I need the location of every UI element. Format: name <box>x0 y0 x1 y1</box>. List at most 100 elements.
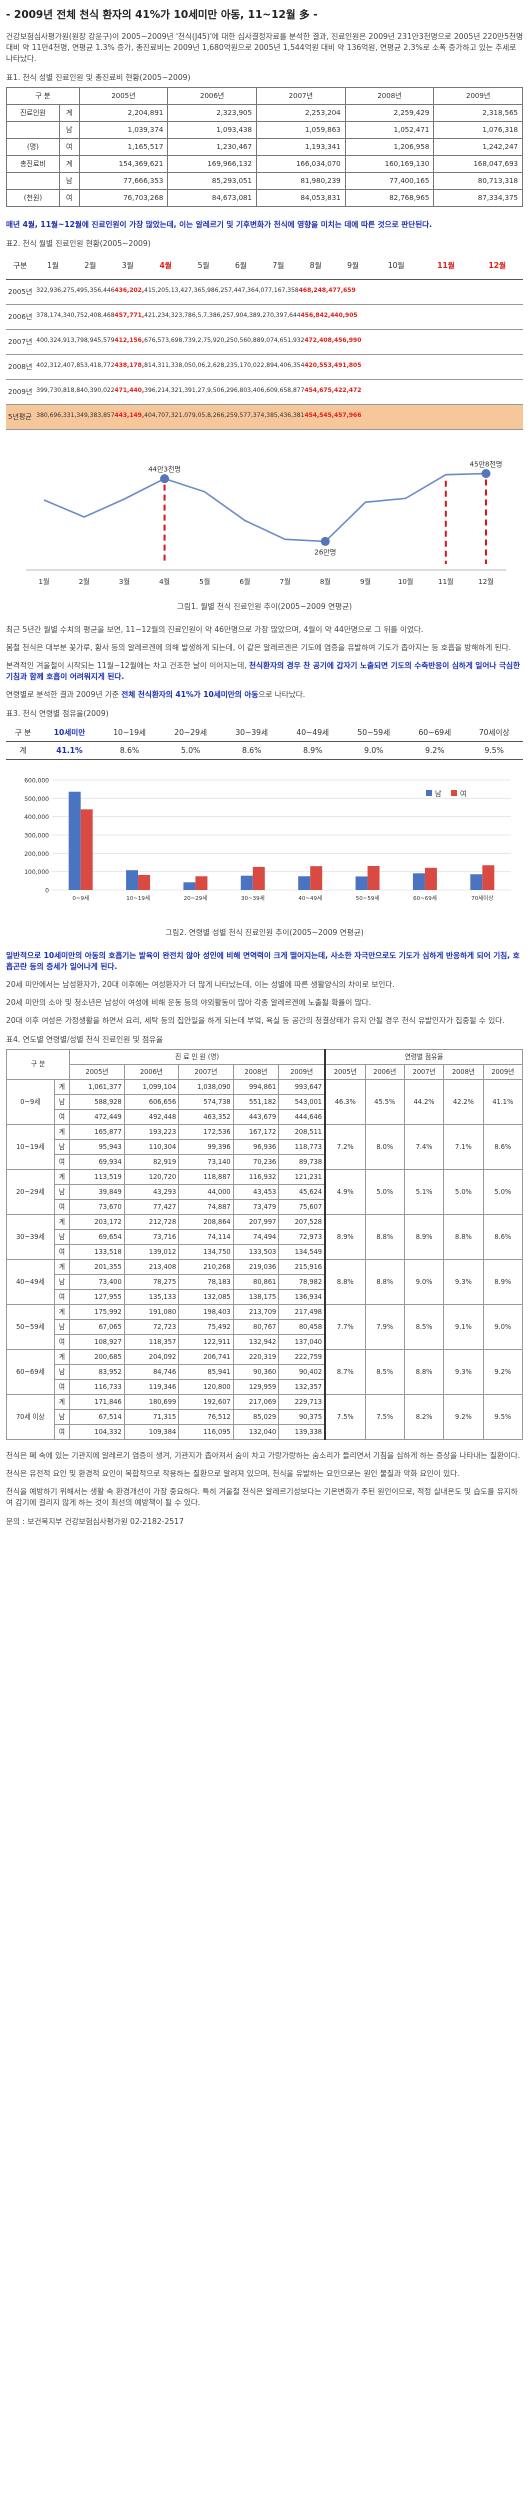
table2-year-cell: 2009년 <box>6 379 35 405</box>
fig1-tick-label: 12월 <box>478 577 493 586</box>
table4-year-cell: 2005년 <box>69 1064 125 1081</box>
table2-header-cell: 7월 <box>259 253 297 280</box>
table4-cell: 133,503 <box>232 1244 280 1261</box>
table4-cell: 85,029 <box>232 1409 280 1426</box>
table4-cell: 여 <box>53 1199 71 1216</box>
table4-cell: 계 <box>53 1214 71 1231</box>
table4-cell: 213,709 <box>232 1304 280 1321</box>
table4-row: 70세 이상 계 171,846 180,699 192,607 217,069 229,7… <box>6 1394 524 1441</box>
table4-share-cell: 7.2% <box>324 1124 366 1171</box>
table4-cell: 574,738 <box>178 1094 234 1111</box>
table4-cell: 108,927 <box>69 1334 125 1351</box>
table2-values-cell: 400,324,913,798,945,579412,156,676,573,6… <box>34 329 523 355</box>
fig2-bar-male <box>470 874 483 890</box>
table4-year-cell: 2007년 <box>403 1064 445 1081</box>
table1-cell: 1,093,438 <box>167 121 257 140</box>
table4-share-cell: 8.9% <box>482 1259 524 1306</box>
table4-cell: 172,536 <box>178 1124 234 1141</box>
table2-value-april: 438,178, <box>114 362 145 370</box>
table4-share-cell: 9.1% <box>443 1304 484 1351</box>
table1-row: 총진료비 계 154,369,621 169,966,132 166,034,070 16… <box>6 155 523 174</box>
table4-cell: 165,877 <box>69 1124 125 1141</box>
table4-cell: 463,352 <box>178 1109 234 1126</box>
fig1-tick-label: 10월 <box>398 577 413 586</box>
table1-cell: 168,047,693 <box>433 155 523 174</box>
table4-cell: 606,656 <box>123 1094 180 1111</box>
table1-cell: 총진료비 <box>6 155 60 174</box>
table3-header-cell: 구 분 <box>6 723 40 742</box>
fig2-bar-male <box>183 882 196 890</box>
table1-cell: 1,206,958 <box>344 138 435 157</box>
table2-value: 399,730,818,840,390,022 <box>36 387 115 395</box>
table4-cell: 215,916 <box>278 1259 326 1276</box>
fig2-y-tick: 500,000 <box>24 796 49 803</box>
table4-cell: 167,172 <box>232 1124 280 1141</box>
table4-share-cell: 8.8% <box>324 1259 366 1306</box>
table4-cell: 120,720 <box>123 1169 180 1186</box>
table3-header-cell: 10세미만 <box>39 723 100 742</box>
table4-row: 10~19세 계 165,877 193,223 172,536 167,172 208,5… <box>6 1124 524 1171</box>
table4-cell: 208,511 <box>278 1124 326 1141</box>
table1-cell: 남 <box>58 172 80 191</box>
table2-value: 380,696,331,349,383,857 <box>36 412 115 420</box>
fig2-bar-female <box>367 865 380 890</box>
fig1-tick-label: 8월 <box>320 577 331 586</box>
table1-cell: 169,966,132 <box>167 155 257 174</box>
fig2-x-tick: 30~39세 <box>241 894 265 902</box>
table4-row: 여 73,670 77,427 74,887 73,479 75,607 <box>7 1199 523 1216</box>
table4-cell: 75,492 <box>178 1319 234 1336</box>
table4-cell: 80,767 <box>232 1319 280 1336</box>
table4-cell: 여 <box>53 1244 71 1261</box>
table4-cell: 계 <box>53 1349 71 1366</box>
table2-value-april: 471,440, <box>114 387 145 395</box>
table4-cell: 90,402 <box>278 1364 326 1381</box>
table3-header-cell: 40~49세 <box>282 723 344 742</box>
table4-cell: 180,699 <box>123 1394 180 1411</box>
table2-row: 2008년 402,312,407,853,418,772438,178,814,… <box>6 354 523 380</box>
table1-cell: 여 <box>58 189 80 208</box>
table4-year-cell: 2007년 <box>178 1064 234 1081</box>
table2-monthly-patients: 구분 1월 2월 3월 4월 5월 6월 7월 8월 9월 10월 11월 12월 2005년 322,9… <box>6 253 523 430</box>
table4-cell: 132,357 <box>278 1379 326 1396</box>
table4-share-cell: 8.9% <box>403 1214 445 1261</box>
paragraph-definition: 천식은 폐 속에 있는 기관지에 알레르기 염증이 생겨, 기관지가 좁아져서 … <box>6 1451 521 1461</box>
fig2-y-tick: 200,000 <box>24 851 49 858</box>
table4-cell: 계 <box>53 1259 71 1276</box>
paragraph-age-text2: 으로 나타났다. <box>258 690 306 700</box>
table1-row: (명) 여 1,165,517 1,230,467 1,193,341 1,206,958… <box>6 138 523 157</box>
table4-age-cell: 0~9세 <box>6 1079 55 1126</box>
fig2-legend-label: 남 <box>435 789 442 798</box>
table3-header-cell: 50~59세 <box>343 723 405 742</box>
fig2-bar-male <box>240 875 253 890</box>
fig2-bar-female <box>252 866 265 890</box>
table4-cell: 남 <box>53 1409 71 1426</box>
table4-row: 50~59세 계 175,992 191,080 198,403 213,709 217,4… <box>6 1304 524 1351</box>
table2-header-cell: 2월 <box>71 253 110 280</box>
table3-cell: 계 <box>6 741 40 760</box>
table4-cell: 74,887 <box>178 1199 234 1216</box>
table4-row: 여 108,927 118,357 122,911 132,942 137,040 <box>7 1334 523 1351</box>
table4-header-gubun: 구 분 <box>5 1049 71 1081</box>
table4-cell: 84,746 <box>123 1364 180 1381</box>
highlight-seasonal: 매년 4월, 11월~12월에 진료인원이 가장 많았는데, 이는 알레르기 및… <box>6 220 433 230</box>
table4-cell: 70,236 <box>232 1154 280 1171</box>
paragraph-adult-women: 20대 이후 여성은 가정생활을 하면서 요리, 세탁 등의 집안일을 하게 되… <box>6 1016 505 1026</box>
table4-cell: 118,773 <box>278 1139 326 1156</box>
table4-share-cell: 41.1% <box>482 1079 524 1126</box>
table2-row: 2006년 378,174,340,752,408,468457,771,421,… <box>6 304 523 330</box>
table1-cell: 1,039,374 <box>78 121 169 140</box>
table2-value-april: 457,771, <box>114 312 145 320</box>
table4-cell: 207,528 <box>278 1214 326 1231</box>
table4-cell: 67,065 <box>69 1319 125 1336</box>
table4-cell: 계 <box>53 1304 71 1321</box>
table4-cell: 여 <box>53 1109 71 1126</box>
table2-header-cell: 5월 <box>184 253 223 280</box>
table4-cell: 39,849 <box>69 1184 125 1201</box>
table4-cell: 계 <box>53 1394 71 1411</box>
table2-value: 421,234,323,786,5,7,386,257,904,389,270,… <box>144 312 301 320</box>
table2-values-cell: 402,312,407,853,418,772438,178,814,311,3… <box>34 354 523 380</box>
table1-cell <box>6 172 60 191</box>
table4-share-cell: 7.9% <box>364 1304 405 1351</box>
table1-header-cell: 구 분 <box>6 87 80 106</box>
table1-cell: 1,076,318 <box>433 121 523 140</box>
